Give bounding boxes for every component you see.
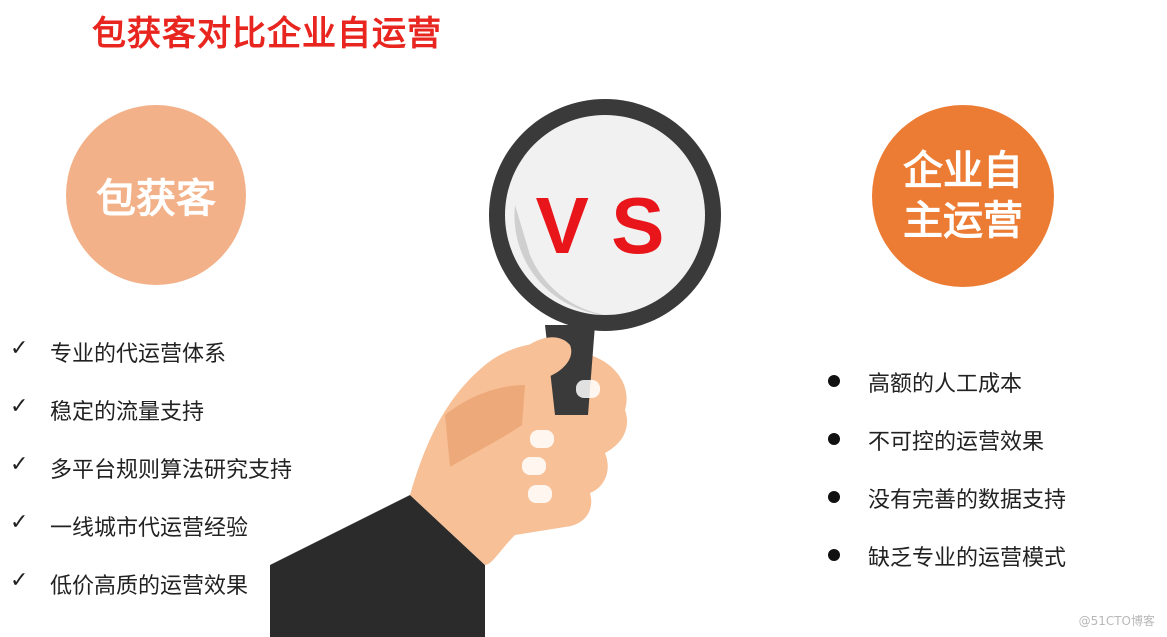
hand-shadow [445, 385, 525, 467]
list-item-label: 不可控的运营效果 [868, 430, 1045, 455]
right-circle: 企业自主运营 [872, 105, 1054, 287]
check-icon: ✓ [10, 394, 29, 419]
left-circle: 包获客 [66, 105, 246, 285]
list-item: 高额的人工成本 [828, 366, 1066, 424]
check-icon: ✓ [10, 568, 29, 593]
check-icon: ✓ [10, 452, 29, 477]
thumb-shape [520, 337, 572, 381]
advantage-list: ✓ 专业的代运营体系 ✓ 稳定的流量支持 ✓ 多平台规则算法研究支持 ✓ 一线城市代运营… [10, 336, 292, 626]
finger-nail [530, 430, 554, 448]
list-item-label: 低价高质的运营效果 [50, 574, 249, 599]
magnifier-illustration: V S [270, 99, 721, 637]
right-circle-label: 企业自主运营 [903, 148, 1023, 244]
list-item-label: 专业的代运营体系 [50, 342, 227, 367]
check-icon: ✓ [10, 510, 29, 535]
left-circle-label: 包获客 [96, 176, 216, 222]
list-item-label: 一线城市代运营经验 [50, 516, 249, 541]
finger-nail [528, 485, 552, 503]
bullet-icon [828, 491, 840, 503]
list-item: ✓ 一线城市代运营经验 [10, 510, 292, 568]
watermark: @51CTO博客 [1078, 614, 1155, 628]
list-item: 不可控的运营效果 [828, 424, 1066, 482]
sleeve-shape [270, 495, 485, 637]
list-item: 没有完善的数据支持 [828, 482, 1066, 540]
list-item-label: 缺乏专业的运营模式 [868, 546, 1067, 571]
list-item: ✓ 多平台规则算法研究支持 [10, 452, 292, 510]
list-item-label: 高额的人工成本 [868, 372, 1023, 397]
bullet-icon [828, 375, 840, 387]
list-item: 缺乏专业的运营模式 [828, 540, 1066, 598]
finger-nail [576, 380, 600, 398]
list-item-label: 稳定的流量支持 [50, 400, 205, 425]
list-item: ✓ 稳定的流量支持 [10, 394, 292, 452]
bullet-icon [828, 433, 840, 445]
page-title: 包获客对比企业自运营 [92, 14, 442, 54]
magnifier-lens [505, 115, 705, 315]
vs-text: V S [536, 181, 665, 270]
list-item: ✓ 低价高质的运营效果 [10, 568, 292, 626]
check-icon: ✓ [10, 336, 29, 361]
bullet-icon [828, 549, 840, 561]
list-item-label: 多平台规则算法研究支持 [50, 458, 293, 483]
disadvantage-list: 高额的人工成本 不可控的运营效果 没有完善的数据支持 缺乏专业的运营模式 [828, 366, 1066, 598]
finger-nail [522, 457, 546, 475]
list-item: ✓ 专业的代运营体系 [10, 336, 292, 394]
list-item-label: 没有完善的数据支持 [868, 488, 1067, 513]
